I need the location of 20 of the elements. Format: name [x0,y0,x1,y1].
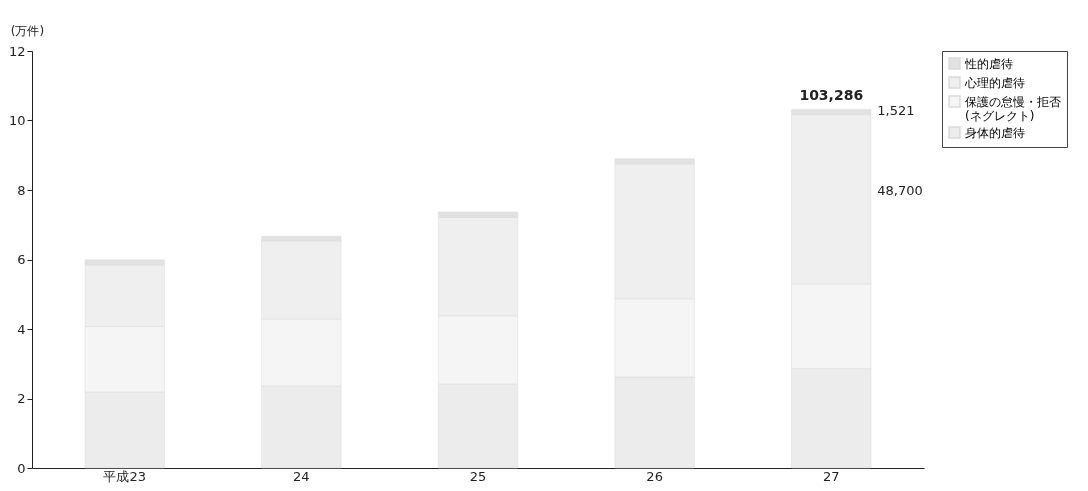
y-tick-label: 0 [17,460,26,476]
legend-label: 身体的虐待 [965,125,1025,140]
x-tick-label: 27 [822,468,840,484]
x-tick-label: 25 [469,468,487,484]
x-tick-label: 24 [293,468,310,484]
legend-label: 心理的虐待 [964,75,1025,90]
y-tick-label: 10 [8,113,26,128]
y-tick-label: 6 [17,252,26,267]
x-tick-label: 平成23 [103,468,147,484]
legend-label: 保護の怠慢・拒否 (ネグレクト) [965,94,1061,123]
y-tick-label: 4 [17,321,26,337]
annotation: 48,700 [877,183,923,198]
y-tick-label: 8 [17,182,26,198]
annotation: 1,521 [877,103,915,118]
legend-label: 性的虐待 [964,56,1013,71]
x-tick-label: 26 [646,468,663,484]
y-tick-label: 2 [17,391,26,406]
y-tick-label: 12 [8,43,26,59]
annotation: 103,286 [799,87,864,104]
y-axis-title: (万件) [10,23,45,38]
